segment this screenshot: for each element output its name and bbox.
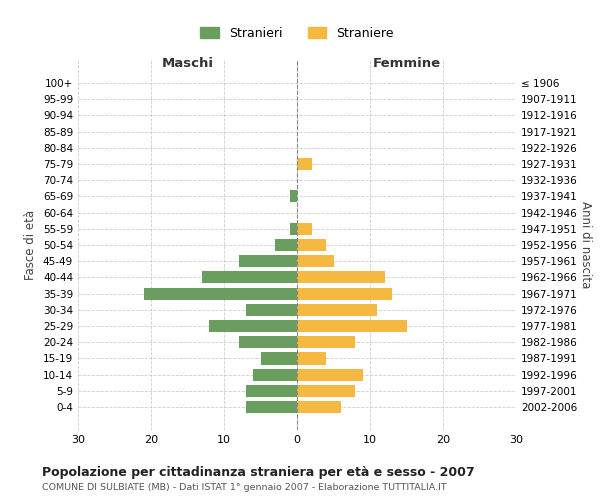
Y-axis label: Fasce di età: Fasce di età [25, 210, 37, 280]
Bar [297, 352, 326, 364]
Y-axis label: Anni di nascita: Anni di nascita [578, 202, 592, 288]
Bar [260, 352, 297, 364]
Text: Femmine: Femmine [373, 57, 440, 70]
Bar [239, 255, 297, 268]
Text: COMUNE DI SULBIATE (MB) - Dati ISTAT 1° gennaio 2007 - Elaborazione TUTTITALIA.I: COMUNE DI SULBIATE (MB) - Dati ISTAT 1° … [42, 484, 446, 492]
Bar [239, 336, 297, 348]
Bar [297, 401, 341, 413]
Bar [297, 288, 392, 300]
Bar [297, 239, 326, 251]
Bar [275, 239, 297, 251]
Bar [297, 385, 355, 397]
Bar [297, 222, 311, 235]
Text: Popolazione per cittadinanza straniera per età e sesso - 2007: Popolazione per cittadinanza straniera p… [42, 466, 475, 479]
Bar [297, 158, 311, 170]
Bar [246, 304, 297, 316]
Bar [297, 336, 355, 348]
Bar [246, 385, 297, 397]
Bar [246, 401, 297, 413]
Bar [290, 222, 297, 235]
Bar [253, 368, 297, 381]
Bar [297, 368, 362, 381]
Bar [209, 320, 297, 332]
Bar [297, 272, 385, 283]
Bar [297, 320, 407, 332]
Bar [144, 288, 297, 300]
Legend: Stranieri, Straniere: Stranieri, Straniere [195, 22, 399, 45]
Bar [297, 255, 334, 268]
Bar [202, 272, 297, 283]
Bar [290, 190, 297, 202]
Bar [297, 304, 377, 316]
Text: Maschi: Maschi [161, 57, 214, 70]
